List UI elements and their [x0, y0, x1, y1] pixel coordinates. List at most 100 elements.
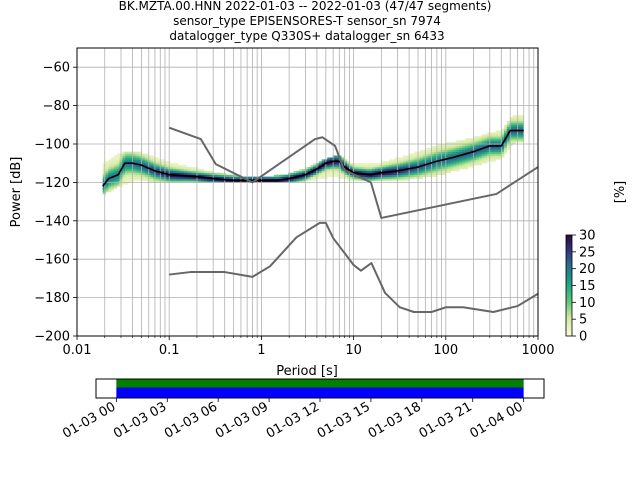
- heatmap-cell: [445, 165, 449, 168]
- heatmap-cell: [113, 172, 118, 176]
- heatmap-cell: [327, 165, 331, 168]
- heatmap-cell: [403, 178, 407, 181]
- heatmap-cell: [290, 174, 294, 177]
- heatmap-cell: [321, 165, 325, 168]
- heatmap-cell: [445, 145, 449, 149]
- heatmap-cell: [105, 186, 109, 189]
- heatmap-cell: [481, 149, 485, 152]
- heatmap-cell: [363, 174, 367, 177]
- heatmap-cell: [397, 167, 401, 170]
- heatmap-cell: [383, 168, 387, 172]
- heatmap-cell: [313, 176, 317, 179]
- heatmap-cell: [391, 176, 395, 179]
- heatmap-cell: [470, 163, 474, 166]
- heatmap-cell: [147, 155, 151, 158]
- heatmap-cell: [142, 174, 146, 177]
- heatmap-cell: [476, 163, 480, 166]
- heatmap-cell: [105, 167, 109, 170]
- heatmap-cell: [487, 144, 491, 147]
- heatmap-cell: [495, 149, 499, 152]
- heatmap-cell: [304, 178, 308, 181]
- heatmap-cell: [419, 149, 423, 152]
- heatmap-cell: [422, 167, 426, 170]
- heatmap-cell: [344, 172, 348, 176]
- heatmap-cell: [431, 159, 435, 162]
- heatmap-cell: [414, 172, 418, 176]
- heatmap-cell: [506, 134, 510, 137]
- heatmap-cell: [341, 172, 345, 176]
- heatmap-cell: [447, 149, 452, 152]
- heatmap-cell: [105, 165, 109, 168]
- heatmap-cell: [133, 165, 137, 168]
- heatmap-cell: [453, 163, 457, 166]
- heatmap-cell: [161, 167, 165, 170]
- heatmap-cell: [349, 178, 353, 181]
- heatmap-cell: [338, 174, 342, 177]
- heatmap-cell: [490, 138, 494, 141]
- heatmap-cell: [456, 167, 460, 170]
- heatmap-cell: [425, 159, 429, 162]
- heatmap-cell: [414, 170, 418, 174]
- heatmap-cell: [433, 170, 438, 174]
- heatmap-cell: [192, 176, 196, 179]
- heatmap-cell: [495, 136, 499, 139]
- heatmap-cell: [388, 172, 393, 176]
- heatmap-cell: [116, 165, 120, 168]
- heatmap-cell: [184, 176, 188, 179]
- heatmap-cell: [464, 144, 468, 147]
- heatmap-cell: [214, 174, 219, 177]
- heatmap-cell: [338, 168, 342, 172]
- heatmap-cell: [164, 178, 168, 181]
- heatmap-cell: [142, 159, 146, 162]
- heatmap-cell: [276, 176, 280, 179]
- heatmap-cell: [136, 178, 140, 181]
- heatmap-cell: [369, 176, 373, 179]
- heatmap-cell: [144, 153, 148, 156]
- heatmap-cell: [476, 138, 480, 141]
- heatmap-cell: [439, 165, 443, 168]
- heatmap-cell: [366, 174, 370, 177]
- heatmap-cell: [237, 180, 241, 183]
- heatmap-cell: [476, 151, 480, 154]
- heatmap-cell: [380, 168, 384, 172]
- heatmap-cell: [501, 153, 505, 156]
- heatmap-cell: [490, 134, 494, 137]
- heatmap-cell: [436, 151, 440, 154]
- heatmap-cell: [186, 176, 191, 179]
- heatmap-cell: [431, 157, 435, 160]
- heatmap-cell: [405, 159, 409, 162]
- heatmap-cell: [198, 172, 202, 176]
- heatmap-cell: [495, 138, 499, 141]
- heatmap-cell: [346, 163, 350, 166]
- heatmap-cell: [520, 140, 525, 143]
- heatmap-cell: [113, 180, 118, 183]
- heatmap-cell: [156, 159, 160, 162]
- heatmap-cell: [464, 167, 468, 170]
- heatmap-cell: [461, 147, 466, 151]
- heatmap-cell: [487, 159, 491, 162]
- heatmap-cell: [431, 170, 435, 174]
- heatmap-cell: [419, 167, 423, 170]
- heatmap-cell: [411, 170, 415, 174]
- heatmap-cell: [433, 157, 438, 160]
- heatmap-cell: [386, 161, 390, 164]
- heatmap-cell: [476, 144, 480, 147]
- heatmap-cell: [172, 165, 176, 168]
- heatmap-cell: [476, 157, 480, 160]
- heatmap-cell: [203, 178, 207, 181]
- heatmap-cell: [172, 163, 176, 166]
- heatmap-cell: [436, 145, 440, 149]
- heatmap-cell: [125, 180, 129, 183]
- heatmap-cell: [271, 180, 275, 183]
- heatmap-cell: [156, 178, 160, 181]
- heatmap-cell: [380, 167, 384, 170]
- heatmap-cell: [515, 120, 519, 124]
- heatmap-cell: [142, 168, 146, 172]
- heatmap-cell: [321, 168, 325, 172]
- chart-title-line-2: sensor_type EPISENSORES-T sensor_sn 7974: [173, 14, 441, 28]
- heatmap-cell: [476, 159, 480, 162]
- heatmap-cell: [116, 159, 120, 162]
- heatmap-cell: [220, 172, 224, 176]
- heatmap-cell: [144, 174, 148, 177]
- heatmap-cell: [136, 170, 140, 174]
